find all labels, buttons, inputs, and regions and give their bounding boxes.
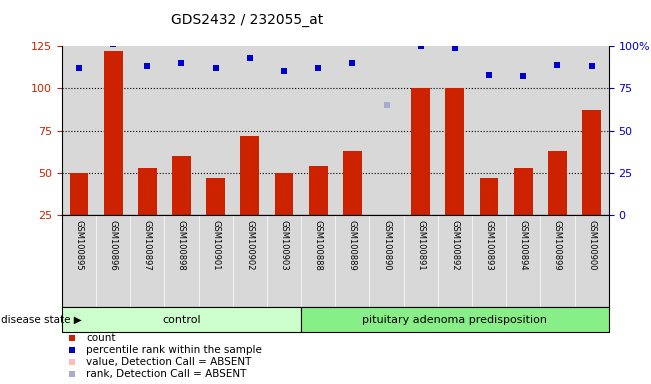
Text: GSM100903: GSM100903 [279,220,288,270]
Text: GSM100900: GSM100900 [587,220,596,270]
Text: GSM100902: GSM100902 [245,220,255,270]
Bar [343,151,362,215]
Text: GSM100898: GSM100898 [177,220,186,270]
Text: rank, Detection Call = ABSENT: rank, Detection Call = ABSENT [86,369,247,379]
Bar [206,178,225,215]
Text: GSM100893: GSM100893 [484,220,493,270]
Text: GSM100892: GSM100892 [450,220,460,270]
Bar [240,136,259,215]
Text: value, Detection Call = ABSENT: value, Detection Call = ABSENT [86,357,251,367]
Text: GSM100895: GSM100895 [74,220,83,270]
Text: GSM100889: GSM100889 [348,220,357,270]
Text: control: control [162,314,201,325]
Bar [582,110,601,215]
Text: GSM100890: GSM100890 [382,220,391,270]
Text: count: count [86,333,116,343]
Text: GSM100897: GSM100897 [143,220,152,270]
Bar [514,168,533,215]
Text: GDS2432 / 232055_at: GDS2432 / 232055_at [171,13,324,27]
Text: GSM100896: GSM100896 [109,220,118,270]
Bar [275,173,294,215]
Text: disease state ▶: disease state ▶ [1,314,82,325]
Bar [301,307,609,332]
Text: GSM100891: GSM100891 [416,220,425,270]
Bar [62,307,301,332]
Bar [445,88,464,215]
Bar [70,173,89,215]
Bar [138,168,157,215]
Bar [548,151,567,215]
Bar [480,178,499,215]
Text: GSM100888: GSM100888 [314,220,323,270]
Text: pituitary adenoma predisposition: pituitary adenoma predisposition [363,314,547,325]
Bar [309,166,327,215]
Bar [104,51,122,215]
Text: GSM100899: GSM100899 [553,220,562,270]
Bar [172,156,191,215]
Text: GSM100894: GSM100894 [519,220,528,270]
Text: GSM100901: GSM100901 [211,220,220,270]
Text: percentile rank within the sample: percentile rank within the sample [86,345,262,355]
Bar [411,88,430,215]
